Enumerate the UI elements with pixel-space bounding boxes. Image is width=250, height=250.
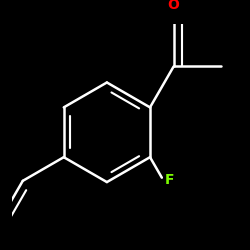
- Text: F: F: [165, 173, 175, 187]
- Text: O: O: [168, 0, 179, 12]
